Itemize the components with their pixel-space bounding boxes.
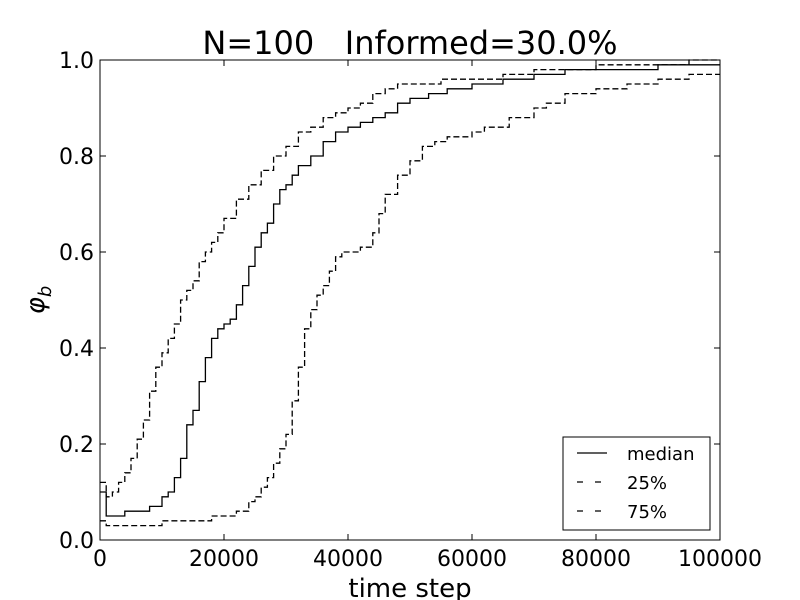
plot-area: 0 20000 40000 60000 80000 100000 0.0 0.2 0.4 0.6 0… <box>59 49 762 572</box>
y-axis-label-text: φb <box>21 286 56 315</box>
y-axis-label-subscript: b <box>35 286 56 297</box>
series-line-median <box>100 64 720 517</box>
series-line-25pct <box>100 73 720 527</box>
x-tick-label: 20000 <box>189 547 259 572</box>
y-tick-label: 1.0 <box>59 49 94 74</box>
chart-title: N=100 Informed=30.0% <box>202 24 617 62</box>
x-tick-label: 100000 <box>678 547 762 572</box>
y-axis-label: φb <box>21 286 56 315</box>
y-tick-label: 0.0 <box>59 529 94 554</box>
series-layer <box>100 59 720 527</box>
legend-entries: median 25% 75% <box>577 444 694 523</box>
legend-label: median <box>627 444 694 465</box>
legend-label: 75% <box>627 502 667 523</box>
y-tick-label: 0.6 <box>59 241 94 266</box>
x-tick-label: 60000 <box>437 547 507 572</box>
x-tick-label: 40000 <box>313 547 383 572</box>
y-tick-label: 0.2 <box>59 433 94 458</box>
tick-layer: 0 20000 40000 60000 80000 100000 0.0 0.2 0.4 0.6 0… <box>59 49 762 572</box>
series-line-75pct <box>100 59 720 498</box>
x-axis-label: time step <box>348 574 471 600</box>
y-tick-label: 0.4 <box>59 337 94 362</box>
legend-label: 25% <box>627 473 667 494</box>
y-tick-label: 0.8 <box>59 145 94 170</box>
plot-frame <box>99 59 721 541</box>
x-tick-label: 0 <box>93 547 107 572</box>
legend: median 25% 75% <box>562 436 711 531</box>
x-tick-label: 80000 <box>561 547 631 572</box>
